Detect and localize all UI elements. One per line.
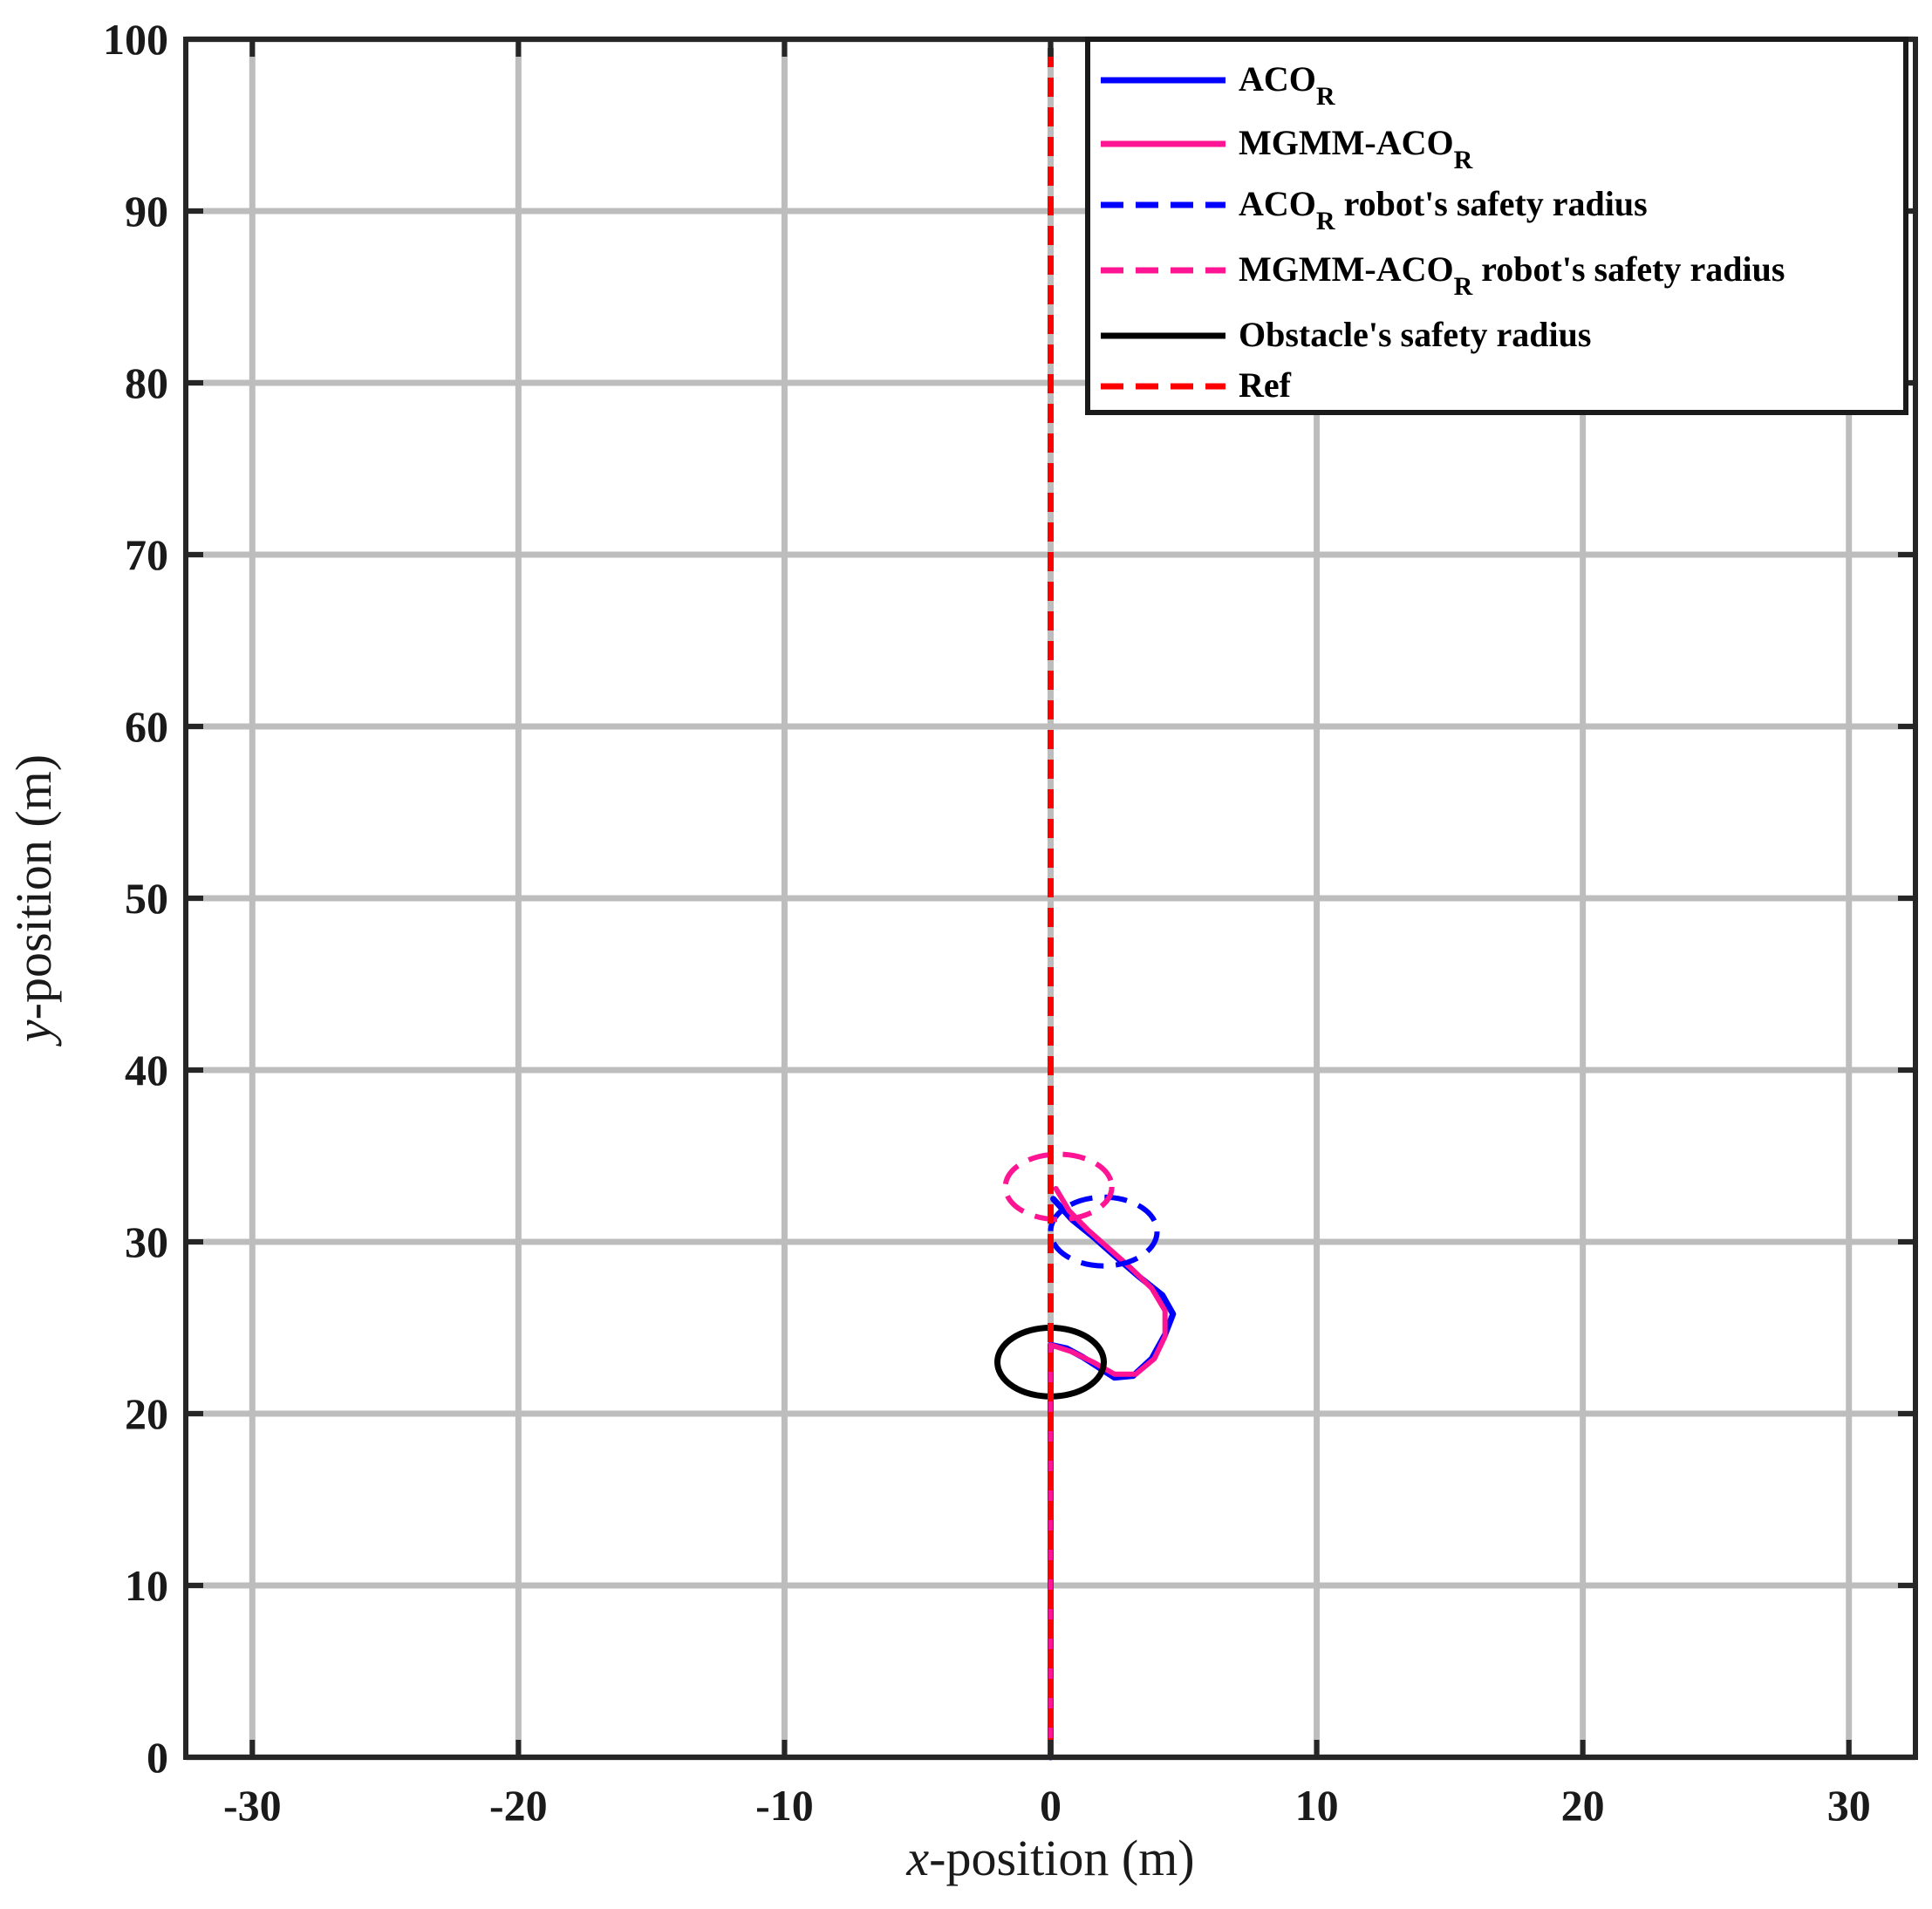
- y-axis-label-rest: -position (m): [5, 754, 62, 1019]
- legend-label: MGMM-ACOR robot's safety radius: [1239, 249, 1785, 301]
- plot-area: [993, 39, 1177, 1761]
- y-tick-label: 70: [125, 530, 168, 579]
- legend-label: Ref: [1239, 365, 1292, 405]
- x-tick-labels: -30 -20 -10 0 10 20 30: [223, 1781, 1871, 1830]
- legend-label-rest: robot's safety radius: [1472, 249, 1785, 289]
- y-tick-labels: 0 10 20 30 40 50 60 70 80 90 100: [103, 15, 168, 1782]
- aco-r-safety-radius: [1048, 1194, 1160, 1269]
- legend-label-main: Obstacle's safety radius: [1239, 315, 1591, 354]
- legend-label-main: MGMM-ACO: [1239, 123, 1454, 162]
- legend-label-main: ACO: [1239, 184, 1316, 223]
- y-axis-label-var: y: [5, 1019, 62, 1047]
- y-tick-label: 60: [125, 702, 168, 751]
- y-tick-label: 50: [125, 874, 168, 923]
- y-tick-label: 90: [125, 187, 168, 235]
- legend-label-subscript: R: [1316, 82, 1335, 111]
- legend-box: [1085, 37, 1908, 415]
- x-tick-label: 20: [1561, 1781, 1605, 1830]
- mgmm-aco-r-path: [1048, 1185, 1168, 1760]
- legend-label: ACOR: [1239, 59, 1335, 111]
- legend-label-main: ACO: [1239, 59, 1316, 99]
- x-tick-label: 10: [1295, 1781, 1339, 1830]
- y-tick-label: 40: [125, 1046, 168, 1094]
- x-tick-label: 30: [1827, 1781, 1871, 1830]
- x-axis-label: x-position (m): [905, 1830, 1194, 1886]
- legend-label-rest: robot's safety radius: [1335, 184, 1648, 223]
- y-tick-label: 0: [147, 1733, 168, 1782]
- legend-label: Obstacle's safety radius: [1239, 315, 1591, 354]
- mgmm-aco-r-safety-radius: [1002, 1151, 1115, 1223]
- legend-label-subscript: R: [1454, 146, 1473, 174]
- x-tick-label: -20: [489, 1781, 548, 1830]
- legend-label-subscript: R: [1454, 272, 1473, 301]
- y-tick-label: 30: [125, 1217, 168, 1266]
- y-tick-label: 100: [103, 15, 168, 64]
- legend-label: MGMM-ACOR: [1239, 123, 1473, 174]
- y-tick-label: 80: [125, 358, 168, 407]
- legend-label-main: Ref: [1239, 365, 1292, 405]
- y-axis-label: y-position (m): [5, 754, 62, 1047]
- legend-label: ACOR robot's safety radius: [1239, 184, 1648, 235]
- x-tick-label: 0: [1040, 1781, 1062, 1830]
- x-axis-label-rest: -position (m): [929, 1830, 1194, 1886]
- y-tick-label: 10: [125, 1561, 168, 1610]
- legend-label-subscript: R: [1316, 207, 1335, 235]
- y-tick-label: 20: [125, 1389, 168, 1438]
- x-axis-label-var: x: [905, 1830, 929, 1886]
- x-tick-label: -30: [223, 1781, 282, 1830]
- x-tick-label: -10: [755, 1781, 814, 1830]
- legend-label-main: MGMM-ACO: [1239, 249, 1454, 289]
